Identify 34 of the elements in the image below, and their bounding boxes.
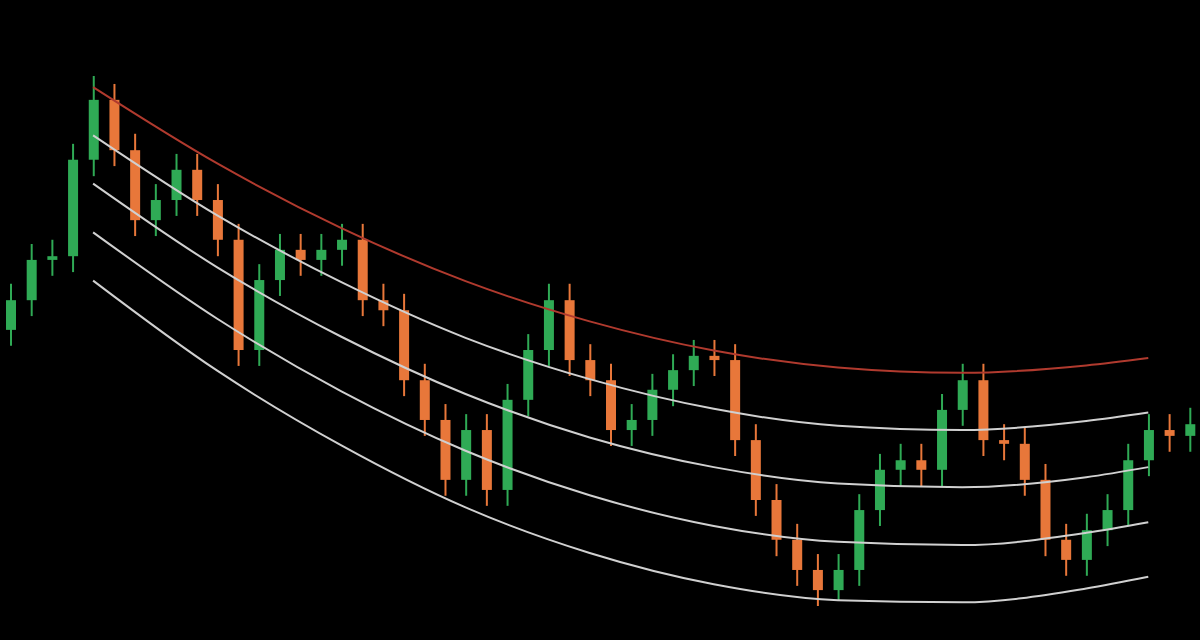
candlestick	[771, 483, 782, 558]
candlestick	[668, 353, 679, 408]
candlestick	[585, 343, 596, 398]
candlestick	[812, 553, 823, 606]
candlestick	[212, 183, 223, 258]
candlestick	[709, 338, 720, 377]
candlestick	[916, 442, 927, 488]
candlestick	[626, 403, 637, 447]
candlestick	[1185, 406, 1196, 453]
candlestick	[26, 243, 37, 318]
candlestick	[957, 362, 968, 427]
candlestick	[688, 338, 699, 388]
candlestick	[6, 282, 16, 347]
candlestick	[171, 152, 182, 217]
candlestick	[47, 238, 58, 277]
candlestick	[150, 183, 161, 238]
candlestick	[792, 522, 803, 587]
candlestick	[1143, 413, 1154, 478]
candlestick	[647, 372, 658, 437]
candlestick	[295, 232, 306, 277]
candlestick	[316, 232, 327, 277]
candlestick	[419, 362, 430, 437]
candlestick	[192, 152, 203, 217]
candlestick	[337, 222, 348, 267]
candlestick	[895, 442, 906, 488]
candlestick	[833, 553, 844, 602]
candlestick	[1164, 413, 1175, 453]
candlestick	[1102, 493, 1113, 548]
candlestick	[274, 232, 285, 297]
candlestick	[874, 452, 885, 527]
candlestick	[999, 423, 1010, 462]
candlestick	[1019, 426, 1030, 497]
candlestick	[1061, 522, 1072, 577]
candlestick	[1081, 512, 1092, 577]
